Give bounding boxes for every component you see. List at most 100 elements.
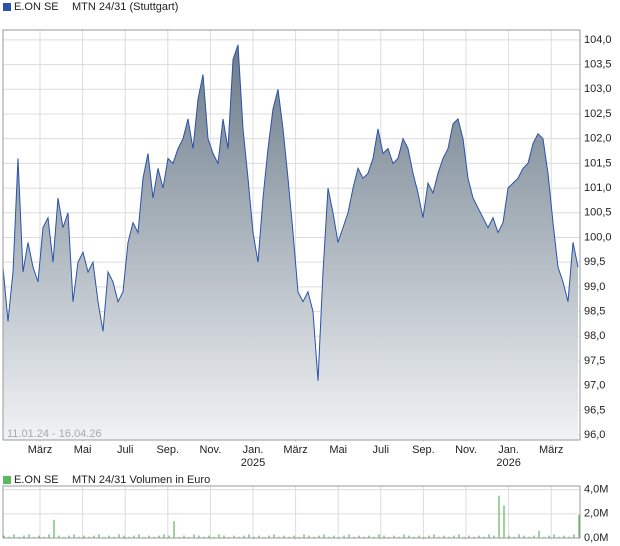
bar xyxy=(78,536,80,538)
bar xyxy=(398,536,400,538)
bar xyxy=(528,536,530,538)
y-tick-label: 101,5 xyxy=(584,157,612,169)
bar xyxy=(88,536,90,538)
bar xyxy=(203,536,205,538)
bar xyxy=(358,535,360,538)
bar xyxy=(143,536,145,538)
x-year-label: 2025 xyxy=(241,457,265,469)
bar xyxy=(293,535,295,538)
area xyxy=(3,44,578,441)
bar xyxy=(318,535,320,538)
bar xyxy=(118,534,120,538)
bar xyxy=(128,536,130,538)
y-tick-label: 102,5 xyxy=(584,108,612,120)
y-tick-label: 99,0 xyxy=(584,281,605,293)
bar xyxy=(213,536,215,538)
bar xyxy=(108,535,110,538)
y-tick-label: 103,5 xyxy=(584,58,612,70)
x-tick-label: Jan. xyxy=(498,444,519,456)
bar xyxy=(563,535,565,538)
bar xyxy=(208,535,210,538)
bar xyxy=(333,535,335,538)
bar xyxy=(288,536,290,538)
bar xyxy=(123,535,125,538)
bar xyxy=(158,535,160,538)
x-tick-label: Nov. xyxy=(199,444,221,456)
y-tick-label: 0,0M xyxy=(584,532,608,544)
y-tick-label: 104,0 xyxy=(584,34,612,46)
bar xyxy=(348,534,350,538)
line xyxy=(2,44,579,381)
y-tick-label: 97,5 xyxy=(584,355,605,367)
bar xyxy=(28,534,30,538)
bar xyxy=(303,534,305,538)
bar xyxy=(463,536,465,538)
bar xyxy=(378,534,380,538)
bar xyxy=(13,534,15,538)
bar xyxy=(233,535,235,538)
y-tick-label: 98,5 xyxy=(584,305,605,317)
bar xyxy=(328,536,330,538)
bar xyxy=(218,534,220,538)
y-tick-label: 103,0 xyxy=(584,83,612,95)
x-tick-label: Juli xyxy=(117,444,134,456)
x-year-label: 2026 xyxy=(496,457,520,469)
y-tick-label: 102,0 xyxy=(584,133,612,145)
bar xyxy=(533,535,535,538)
bar xyxy=(418,535,420,538)
bar xyxy=(183,535,185,538)
bar xyxy=(253,536,255,538)
bar xyxy=(503,505,505,538)
legend-swatch xyxy=(3,476,11,484)
x-tick-label: Nov. xyxy=(455,444,477,456)
legend-label: MTN 24/31 Volumen in Euro xyxy=(72,474,210,486)
bar xyxy=(368,535,370,538)
bar xyxy=(248,534,250,538)
bar xyxy=(73,534,75,538)
bar xyxy=(228,536,230,538)
bar xyxy=(573,534,575,538)
legend-label: E.ON SE xyxy=(14,474,59,486)
bar xyxy=(323,534,325,538)
bar xyxy=(313,536,315,538)
bar xyxy=(103,536,105,538)
bar xyxy=(448,536,450,538)
bar xyxy=(493,535,495,538)
bar xyxy=(403,534,405,538)
bar xyxy=(173,521,175,538)
bar xyxy=(568,536,570,538)
bar xyxy=(238,536,240,538)
x-tick-label: März xyxy=(28,444,52,456)
bar xyxy=(538,530,540,538)
bar xyxy=(83,535,85,538)
bar xyxy=(458,534,460,538)
bar xyxy=(133,535,135,538)
y-tick-label: 97,0 xyxy=(584,380,605,392)
y-tick-label: 96,5 xyxy=(584,404,605,416)
bar xyxy=(53,519,55,538)
bar xyxy=(488,534,490,538)
bar xyxy=(473,536,475,538)
bar xyxy=(58,535,60,538)
bar xyxy=(188,536,190,538)
bar xyxy=(413,536,415,538)
bar xyxy=(518,534,520,538)
bar xyxy=(153,536,155,538)
bar xyxy=(98,534,100,538)
bar xyxy=(93,535,95,538)
bar xyxy=(388,536,390,538)
bar xyxy=(553,534,555,538)
bar xyxy=(523,535,525,538)
bar xyxy=(453,535,455,538)
bar xyxy=(443,535,445,538)
bar xyxy=(283,535,285,538)
bar xyxy=(343,535,345,538)
bar xyxy=(193,534,195,538)
bar xyxy=(498,495,500,538)
y-tick-label: 100,0 xyxy=(584,231,612,243)
bar xyxy=(423,536,425,538)
bar xyxy=(3,535,5,538)
x-tick-label: März xyxy=(539,444,563,456)
bar xyxy=(433,534,435,538)
legend-label: E.ON SE xyxy=(14,1,59,13)
